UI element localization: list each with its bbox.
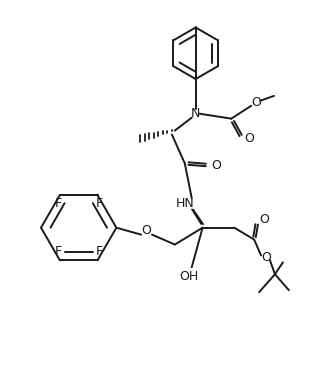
Text: O: O <box>141 224 151 237</box>
Text: F: F <box>96 245 103 258</box>
Text: OH: OH <box>179 270 198 283</box>
Text: F: F <box>54 197 61 211</box>
Text: N: N <box>191 107 200 120</box>
Text: O: O <box>212 159 221 172</box>
Text: HN: HN <box>175 197 194 211</box>
Text: O: O <box>244 132 254 145</box>
Text: F: F <box>54 245 61 258</box>
Polygon shape <box>191 209 204 225</box>
Text: O: O <box>259 213 269 226</box>
Text: O: O <box>251 96 261 109</box>
Text: O: O <box>261 251 271 264</box>
Text: F: F <box>96 197 103 211</box>
